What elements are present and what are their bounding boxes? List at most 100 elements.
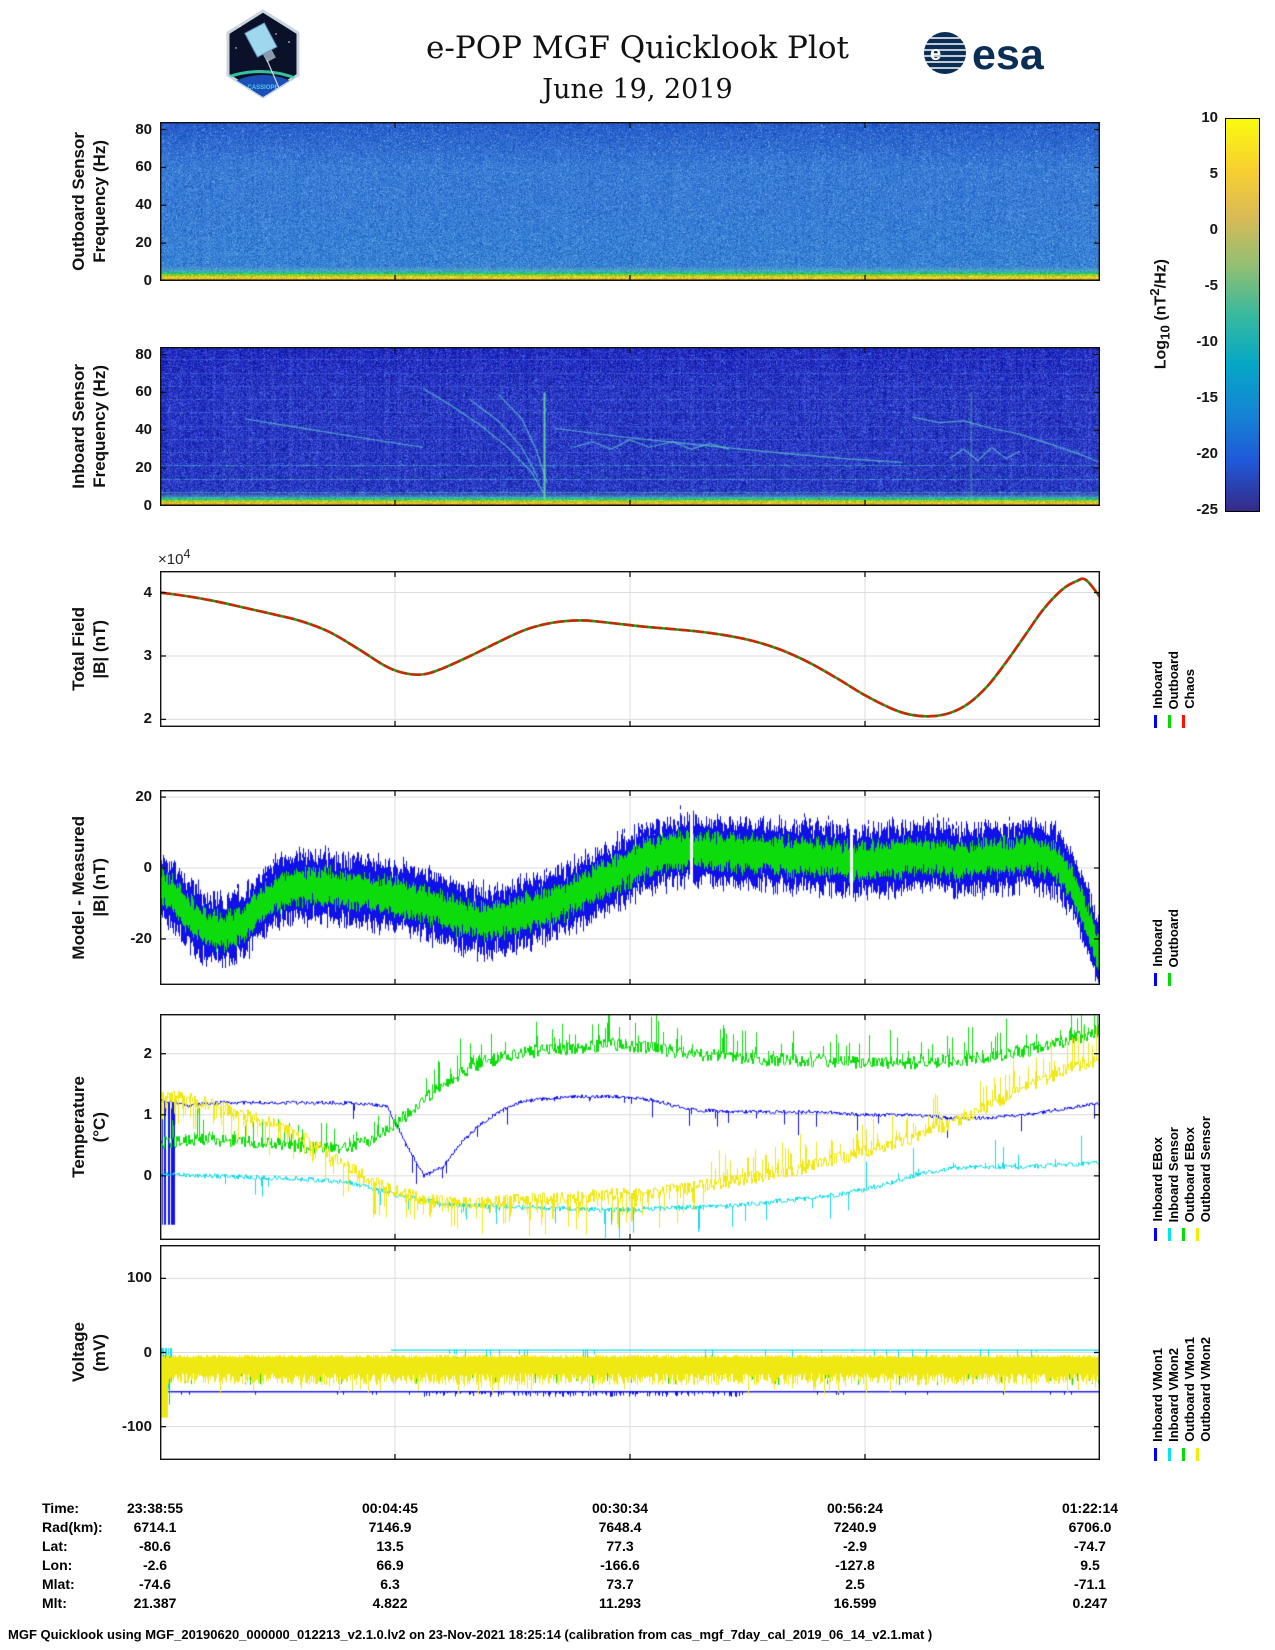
table-value: -71.1	[1074, 1576, 1106, 1592]
legend-label: Inboard	[1150, 919, 1165, 967]
y-tick-label: 20	[135, 459, 152, 477]
table-value: -166.6	[600, 1557, 640, 1573]
table-value: -74.7	[1074, 1538, 1106, 1554]
legend-temperature: Inboard EBox Inboard Sensor Outboard EBox O…	[1150, 1032, 1213, 1222]
colorbar-tick-label: -25	[1196, 501, 1218, 518]
legend-swatch-inboard-sensor	[1168, 1228, 1171, 1241]
y-tick-label: 0	[143, 1166, 152, 1184]
esa-wordmark: esa	[972, 31, 1045, 79]
y-tick-label: 80	[135, 120, 152, 138]
model-measured-canvas	[160, 790, 1100, 985]
table-value: 9.5	[1080, 1557, 1100, 1573]
legend-swatches-voltage	[1154, 1448, 1199, 1461]
table-value: 2.5	[845, 1576, 865, 1592]
colorbar	[1225, 118, 1260, 512]
voltage-canvas	[160, 1245, 1100, 1460]
legend-label: Outboard	[1166, 650, 1181, 710]
table-row-label: Mlat:	[42, 1576, 75, 1592]
table-value: 77.3	[606, 1538, 634, 1554]
y-tick-label: 0	[143, 272, 152, 289]
y-tick-label: 1	[143, 1105, 152, 1123]
table-row-label: Time:	[42, 1500, 80, 1516]
table-value: 11.293	[598, 1595, 642, 1611]
colorbar-tick-label: 0	[1209, 221, 1218, 238]
y-tick-label: 80	[135, 345, 152, 363]
legend-label: Inboard VMon2	[1166, 1348, 1181, 1442]
legend-swatch-outboard	[1168, 715, 1171, 728]
legend-label: Outboard Sensor	[1198, 1115, 1213, 1222]
y-tick-label: 40	[135, 421, 152, 439]
table-value: 00:30:34	[591, 1500, 649, 1516]
table-value: 6706.0	[1068, 1519, 1112, 1535]
figure-title: e-POP MGF Quicklook Plot	[426, 30, 849, 66]
outboard-spectrogram-canvas	[160, 122, 1100, 281]
legend-swatch-inboard	[1154, 973, 1157, 986]
axis-box	[160, 571, 1100, 727]
legend-label: Inboard VMon1	[1150, 1348, 1165, 1442]
ylabel-line1: Model - Measured	[68, 815, 88, 960]
legend-label: Outboard	[1166, 908, 1181, 968]
y-tick-label: 0	[143, 497, 152, 514]
colorbar-tick-label: 10	[1201, 109, 1218, 126]
esa-logo: e esa	[924, 31, 1045, 79]
table-value: 13.5	[376, 1538, 404, 1554]
axis-box	[160, 1245, 1100, 1460]
processing-caption: MGF Quicklook using MGF_20190620_000000_…	[8, 1627, 933, 1642]
colorbar-tick-label: -20	[1196, 445, 1218, 462]
ylabel-line1: Total Field	[68, 607, 88, 691]
table-value: 23:38:55	[126, 1500, 184, 1516]
y-tick-label: -100	[121, 1417, 152, 1435]
table-value: 0.247	[1072, 1595, 1108, 1611]
axis-box	[160, 1014, 1100, 1240]
table-value: -2.9	[842, 1538, 868, 1554]
legend-label: Outboard VMon2	[1198, 1337, 1213, 1442]
table-value: 16.599	[833, 1595, 877, 1611]
colorbar-tick-label: -15	[1196, 389, 1218, 406]
y-tick-label: 20	[135, 788, 152, 806]
table-row-label: Lon:	[42, 1557, 73, 1573]
y-tick-label: 0	[143, 859, 152, 876]
legend-swatch-inboard-vmon2	[1168, 1448, 1171, 1461]
table-value: 21.387	[133, 1595, 177, 1611]
axis-box	[160, 790, 1100, 985]
table-value: 66.9	[376, 1557, 404, 1573]
colorbar-tick-label: -10	[1196, 333, 1218, 350]
table-value: 00:04:45	[361, 1500, 419, 1516]
y-tick-label: 4	[143, 583, 152, 601]
legend-swatches-total_field	[1154, 715, 1185, 728]
ylabel-line1: Temperature	[68, 1076, 88, 1178]
table-row-label: Rad(km):	[42, 1519, 103, 1535]
y-tick-label: 20	[135, 234, 152, 252]
legend-swatch-inboard-ebox	[1154, 1228, 1157, 1241]
ylabel-line1: Voltage	[68, 1322, 88, 1383]
total-field-exponent: ×104	[158, 547, 191, 568]
legend-swatch-inboard-vmon1	[1154, 1448, 1157, 1461]
y-tick-label: 60	[135, 158, 152, 176]
legend-swatch-outboard-sensor	[1196, 1228, 1199, 1241]
esa-globe-icon	[924, 32, 966, 74]
svg-text:e: e	[930, 43, 941, 65]
table-value: -80.6	[139, 1538, 171, 1554]
colorbar-tick-label: -5	[1204, 277, 1218, 294]
table-value: 6714.1	[133, 1519, 177, 1535]
table-value: 00:56:24	[826, 1500, 884, 1516]
y-tick-label: 100	[126, 1269, 152, 1287]
axis-box	[160, 122, 1100, 281]
y-tick-label: 2	[143, 710, 152, 728]
table-value: 7240.9	[833, 1519, 877, 1535]
legend-label: Inboard Sensor	[1166, 1126, 1181, 1222]
legend-swatch-chaos	[1182, 715, 1185, 728]
legend-swatch-outboard-vmon1	[1182, 1448, 1185, 1461]
table-value: 7648.4	[598, 1519, 642, 1535]
ylabel-line1: Outboard Sensor	[68, 132, 88, 271]
satellite	[244, 22, 278, 63]
legend-swatch-outboard-vmon2	[1196, 1448, 1199, 1461]
y-tick-label: 60	[135, 383, 152, 401]
legend-label: Outboard EBox	[1182, 1126, 1197, 1222]
colorbar-label: Log10 (nT2/Hz)	[1147, 258, 1173, 370]
axis-box	[160, 347, 1100, 506]
legend-swatch-outboard	[1168, 973, 1171, 986]
table-value: 73.7	[606, 1576, 634, 1592]
legend-total_field: Inboard Outboard Chaos	[1150, 519, 1197, 710]
patch-text: CASSIOPE	[247, 85, 278, 91]
